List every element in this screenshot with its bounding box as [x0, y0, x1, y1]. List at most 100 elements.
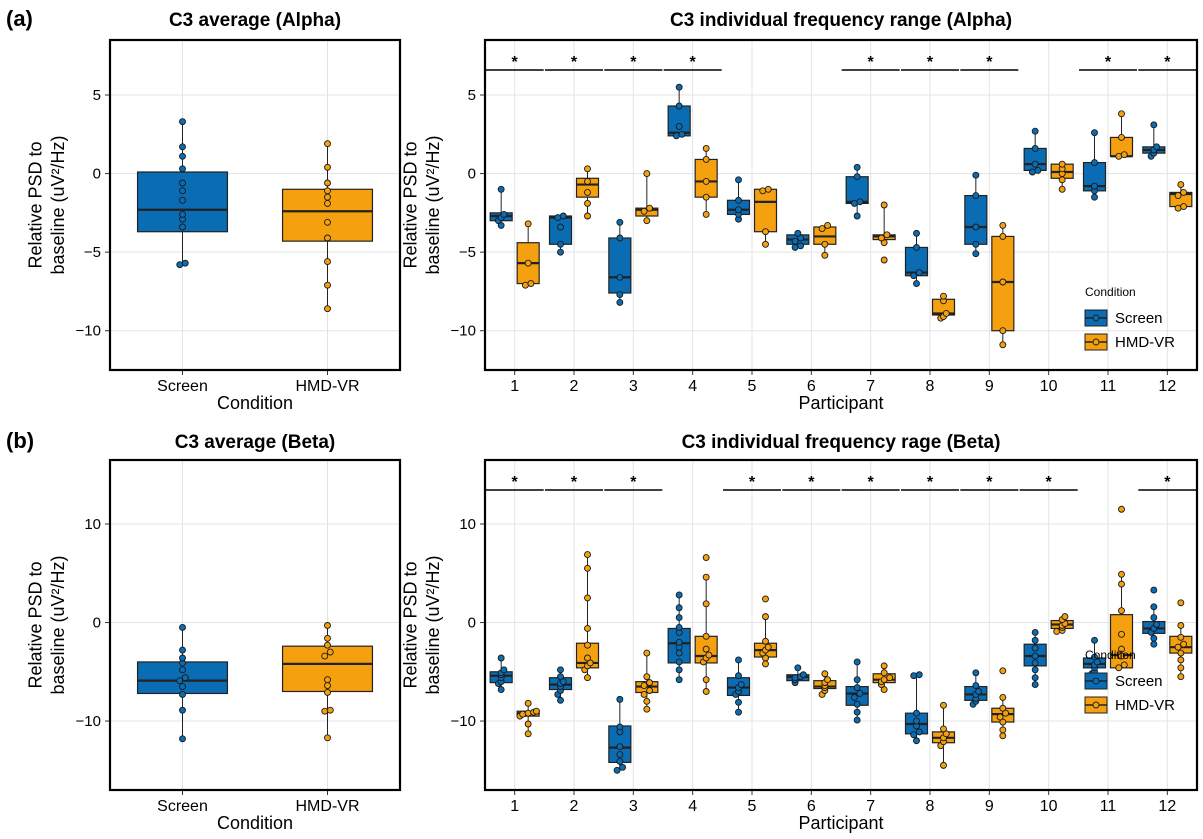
y-tick-label: 0 — [93, 166, 101, 183]
significance-star: * — [630, 474, 637, 491]
legend-swatch-dot — [1092, 701, 1100, 709]
data-point — [762, 595, 769, 603]
data-point — [584, 654, 591, 662]
data-point — [179, 683, 186, 691]
box-9-hmd-vr — [991, 667, 1015, 740]
data-point — [1174, 643, 1182, 651]
data-point — [735, 672, 742, 680]
iqr-box — [753, 188, 778, 233]
data-point — [1118, 110, 1125, 118]
data-point — [675, 676, 683, 684]
data-point — [1150, 614, 1158, 622]
box-9-screen — [964, 171, 988, 258]
data-point — [1118, 607, 1125, 615]
data-point — [1031, 659, 1039, 667]
y-tick-label: −10 — [76, 713, 101, 730]
data-point — [500, 210, 508, 218]
data-point — [500, 666, 508, 674]
y-tick-label: −10 — [451, 323, 476, 340]
data-point — [179, 179, 186, 187]
box-5-screen — [726, 656, 751, 716]
y-axis-label: Relative PSD to baseline (uV²/Hz) — [401, 555, 444, 694]
data-point — [675, 658, 683, 666]
data-point — [176, 677, 184, 685]
data-point — [853, 173, 861, 181]
box-Screen-screen — [136, 118, 229, 269]
data-point — [321, 652, 329, 660]
box-10-hmd-vr — [1050, 613, 1074, 635]
y-axis-label: Relative PSD to baseline (uV²/Hz) — [401, 135, 444, 274]
data-point — [519, 710, 527, 718]
data-point — [584, 641, 591, 649]
data-point — [643, 649, 651, 657]
data-point — [880, 201, 888, 209]
data-point — [913, 717, 920, 725]
data-point — [853, 716, 861, 724]
y-tick-label: 5 — [93, 87, 101, 104]
data-point — [702, 193, 710, 201]
data-point — [702, 688, 710, 695]
data-point — [643, 170, 651, 178]
data-point — [972, 682, 980, 690]
data-point — [559, 212, 567, 220]
x-tick-label: HMD-VR — [296, 378, 360, 395]
data-point — [616, 723, 624, 731]
plot-frame — [108, 38, 402, 372]
data-point — [675, 102, 683, 110]
data-point — [524, 730, 532, 738]
data-point — [616, 234, 624, 242]
iqr-box — [964, 194, 988, 245]
box-10-screen — [1023, 127, 1047, 176]
data-point — [616, 291, 624, 299]
data-point — [1091, 636, 1098, 644]
box-11-hmd-vr — [1109, 505, 1134, 672]
data-point — [853, 658, 861, 666]
box-3-screen — [608, 695, 632, 774]
data-point — [972, 250, 980, 258]
data-point — [853, 700, 861, 708]
data-point — [972, 192, 980, 200]
data-point — [999, 232, 1007, 240]
chart-panel-4: C3 individual frequency rage (Beta) 10 0 −1… — [401, 432, 1199, 833]
data-point — [179, 165, 186, 173]
data-point — [880, 662, 888, 670]
data-point — [702, 210, 710, 218]
box-5-hmd-vr — [753, 595, 778, 668]
data-point — [324, 234, 331, 242]
box-12-screen — [1142, 586, 1166, 648]
data-point — [1118, 505, 1125, 513]
significance-star: * — [986, 474, 993, 491]
data-point — [616, 695, 624, 703]
box-7-hmd-vr — [872, 662, 896, 693]
x-tick-label: 3 — [629, 378, 638, 395]
data-point — [915, 728, 923, 736]
data-point — [1091, 653, 1098, 661]
data-point — [702, 144, 710, 152]
legend: Condition Screen HMD-VR — [1084, 648, 1175, 714]
data-point — [524, 699, 532, 707]
data-point — [702, 645, 710, 653]
data-point — [179, 654, 186, 662]
data-point — [584, 594, 591, 602]
data-point — [702, 155, 710, 163]
data-point — [1115, 664, 1123, 672]
data-point — [324, 689, 331, 696]
data-point — [646, 679, 654, 687]
data-point — [1031, 160, 1039, 168]
data-point — [616, 751, 624, 758]
data-point — [1031, 636, 1039, 644]
x-axis-label: Condition — [217, 393, 293, 413]
data-point — [853, 676, 861, 684]
data-point — [616, 757, 624, 765]
data-point — [324, 163, 331, 171]
data-point — [675, 638, 683, 646]
legend-swatch-dot — [1092, 314, 1100, 322]
y-axis-label: Relative PSD to baseline (uV²/Hz) — [26, 135, 68, 274]
significance-star: * — [749, 474, 756, 491]
box-3-hmd-vr — [635, 170, 659, 225]
data-point — [557, 666, 564, 674]
data-point — [179, 666, 186, 674]
data-point — [1053, 627, 1061, 635]
x-tick-label: 11 — [1100, 798, 1117, 815]
